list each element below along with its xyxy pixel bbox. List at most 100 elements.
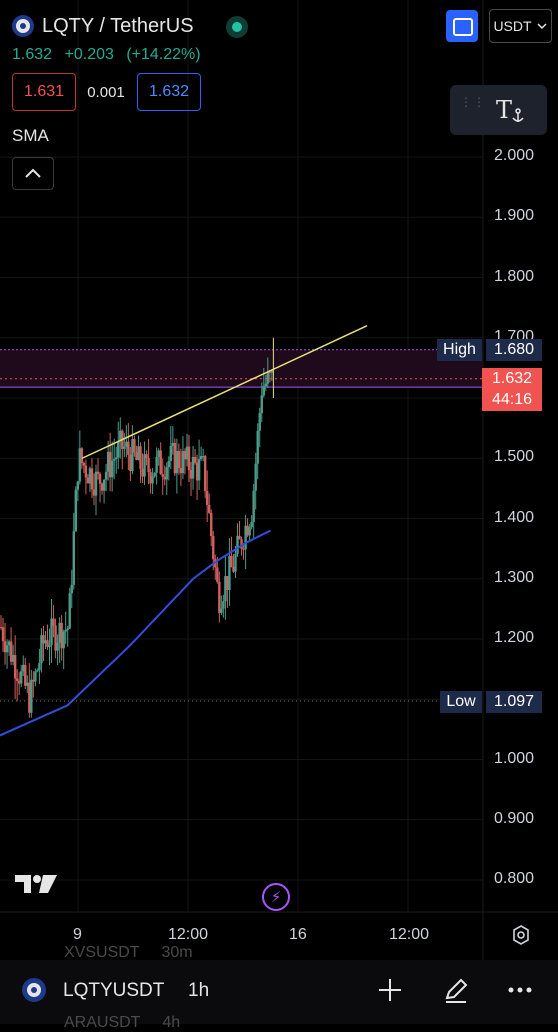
candle-body — [5, 645, 9, 653]
candle-body — [7, 641, 11, 646]
collapse-indicators-button[interactable] — [12, 157, 54, 190]
candle-body — [169, 445, 173, 462]
candle-body — [82, 462, 86, 466]
candle-body — [210, 512, 213, 537]
candle-body — [104, 471, 108, 480]
symbol-header[interactable]: LQTY / TetherUS — [12, 14, 194, 38]
candle-body — [24, 664, 27, 686]
candle-body — [11, 655, 15, 662]
candle-body — [66, 628, 69, 630]
candle-body — [266, 372, 270, 384]
sell-button[interactable]: 1.631 — [12, 73, 76, 111]
candle-body — [189, 470, 193, 479]
tradingview-logo-icon[interactable] — [15, 873, 57, 895]
low-label: Low — [440, 691, 482, 713]
price-change: +0.203 — [64, 46, 114, 63]
candle-body — [17, 681, 21, 684]
candle-body — [135, 452, 138, 460]
candlestick-series — [0, 337, 274, 718]
plus-icon[interactable] — [376, 976, 404, 1004]
candle-body — [252, 490, 255, 523]
price-change-pct: (+14.22%) — [126, 46, 201, 63]
candle-body — [181, 451, 185, 474]
candle-body — [22, 664, 25, 672]
candle-body — [113, 459, 116, 461]
candle-body — [161, 474, 164, 477]
candle-body — [250, 522, 253, 528]
price-axis-label: 1.400 — [494, 508, 535, 526]
candle-body — [187, 446, 191, 471]
candle-body — [228, 555, 231, 591]
range-fill — [0, 349, 483, 388]
candle-body — [30, 679, 33, 713]
svg-text:T: T — [496, 96, 512, 124]
candle-body — [102, 479, 106, 491]
candle-body — [92, 489, 96, 496]
ghost-symbol-above: XVSUSDT 30m — [64, 944, 193, 961]
candle-body — [64, 629, 67, 632]
high-label: High — [437, 339, 482, 361]
candle-body — [46, 640, 49, 648]
market-status-icon[interactable] — [226, 16, 248, 38]
candle-body — [44, 640, 47, 644]
drag-handle-icon[interactable]: ⋮⋮ — [460, 95, 486, 109]
candle-body — [115, 457, 118, 460]
candle-body — [246, 525, 249, 536]
candle-body — [212, 536, 215, 560]
candle-body — [205, 490, 209, 505]
candle-body — [149, 472, 152, 484]
fullscreen-button[interactable] — [446, 10, 478, 42]
candle-body — [157, 450, 160, 458]
symbol-title[interactable]: LQTY / TetherUS — [42, 14, 194, 37]
bottom-toolbar — [0, 960, 558, 1024]
indicator-label[interactable]: SMA — [12, 126, 49, 145]
time-label: 12:00 — [389, 926, 430, 943]
candle-body — [106, 451, 110, 472]
price-axis-label: 1.900 — [494, 207, 535, 225]
candle-body — [167, 461, 170, 468]
candle-body — [201, 455, 205, 457]
candle-body — [151, 476, 154, 484]
candle-body — [50, 618, 53, 645]
price-axis-label: 1.200 — [494, 629, 535, 646]
candle-body — [72, 531, 75, 585]
candle-body — [76, 481, 80, 490]
candle-body — [86, 477, 90, 484]
price-axis-label: 1.500 — [494, 448, 535, 466]
candle-body — [129, 454, 132, 472]
candle-body — [123, 446, 126, 449]
candle-body — [268, 372, 272, 374]
bottom-symbol[interactable]: LQTYUSDT — [63, 980, 165, 1001]
candle-body — [38, 663, 41, 671]
pencil-icon[interactable] — [442, 976, 470, 1004]
candle-body — [133, 439, 136, 453]
currency-select[interactable]: USDT — [489, 9, 552, 43]
candle-body — [262, 386, 265, 396]
candle-body — [58, 622, 61, 643]
anchored-text-icon[interactable]: T — [494, 95, 528, 125]
candle-body — [68, 593, 71, 629]
lightning-icon[interactable]: ⚡ — [262, 883, 290, 911]
more-icon[interactable] — [506, 976, 534, 1004]
low-value: 1.097 — [486, 691, 542, 713]
candle-body — [191, 457, 195, 479]
high-low-zone — [0, 349, 483, 388]
drawing-tool-panel[interactable]: ⋮⋮ T — [450, 85, 547, 135]
settings-icon[interactable] — [510, 924, 532, 946]
candle-body — [171, 442, 175, 446]
candle-body — [32, 679, 35, 682]
candle-body — [218, 581, 221, 613]
currency-value: USDT — [493, 18, 532, 34]
candle-body — [179, 468, 183, 474]
candle-body — [256, 430, 259, 464]
candle-body — [145, 454, 148, 459]
candle-body — [222, 601, 225, 609]
bottom-interval[interactable]: 1h — [188, 980, 210, 1001]
candle-body — [52, 618, 55, 626]
price-axis-label: 1.000 — [494, 749, 535, 767]
candle-body — [177, 450, 181, 469]
candle-body — [165, 467, 168, 480]
candle-body — [220, 608, 223, 613]
price-chart[interactable] — [0, 0, 558, 960]
buy-button[interactable]: 1.632 — [137, 73, 201, 111]
